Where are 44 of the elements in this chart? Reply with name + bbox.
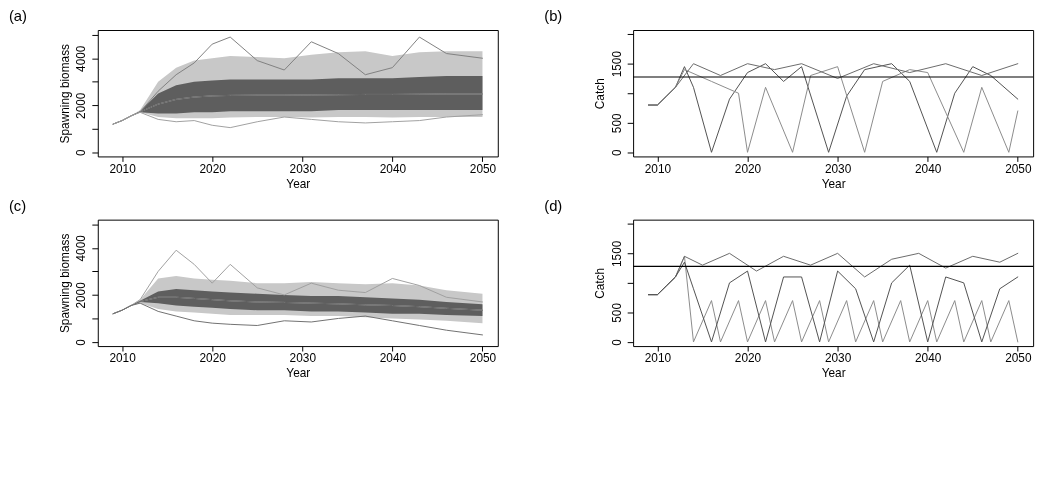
- y-tick-label: 0: [609, 149, 624, 157]
- x-tick-label: 2020: [734, 161, 762, 176]
- y-axis-title: Catch: [592, 78, 607, 110]
- x-tick-label: 2030: [824, 161, 852, 176]
- x-tick-label: 2040: [379, 161, 407, 176]
- x-tick-label: 2020: [734, 351, 762, 366]
- x-tick-label: 2040: [379, 351, 407, 366]
- x-tick-label: 2030: [824, 351, 852, 366]
- x-tick-label: 2010: [644, 161, 672, 176]
- y-tick-label: 0: [74, 338, 89, 346]
- y-tick-label: 0: [609, 338, 624, 346]
- x-axis-title: Year: [821, 176, 846, 191]
- y-tick-label: 500: [609, 302, 624, 323]
- chart-title: (a): [8, 8, 28, 25]
- y-tick-label: 2000: [74, 281, 89, 309]
- chart-title: (d): [544, 197, 563, 214]
- y-tick-label: 0: [74, 149, 89, 157]
- x-tick-label: 2020: [199, 351, 227, 366]
- y-axis-title: Catch: [592, 267, 607, 299]
- chart-title: (b): [544, 8, 563, 25]
- x-axis-title: Year: [286, 366, 311, 381]
- y-tick-label: 1500: [609, 50, 624, 78]
- y-tick-label: 500: [609, 112, 624, 134]
- x-tick-label: 2020: [199, 161, 227, 176]
- y-axis-title: Spawning biomass: [57, 233, 72, 334]
- x-tick-label: 2010: [644, 351, 672, 366]
- x-axis-title: Year: [821, 366, 846, 381]
- x-tick-label: 2040: [915, 161, 942, 176]
- y-axis-title: Spawning biomass: [57, 43, 72, 144]
- x-tick-label: 2050: [1005, 161, 1032, 176]
- x-tick-label: 2010: [109, 161, 137, 176]
- x-axis-title: Year: [286, 176, 311, 191]
- x-tick-label: 2050: [469, 161, 497, 176]
- y-tick-label: 4000: [74, 45, 89, 72]
- y-tick-label: 4000: [74, 234, 89, 262]
- x-tick-label: 2030: [289, 351, 317, 366]
- x-tick-label: 2030: [289, 161, 317, 176]
- x-tick-label: 2010: [109, 351, 137, 366]
- x-tick-label: 2050: [469, 351, 497, 366]
- y-tick-label: 1500: [609, 240, 624, 267]
- y-tick-label: 2000: [74, 92, 89, 119]
- x-tick-label: 2040: [915, 351, 942, 366]
- x-tick-label: 2050: [1005, 351, 1032, 366]
- chart-title: (c): [8, 197, 27, 214]
